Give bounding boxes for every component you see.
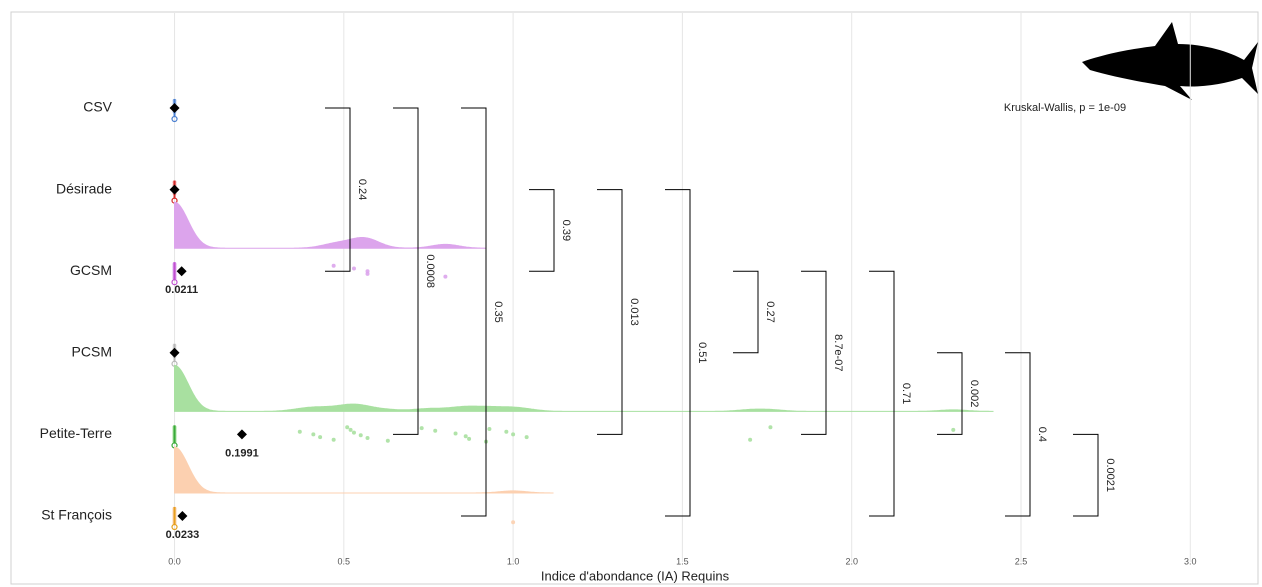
x-axis-label: Indice d'abondance (IA) Requins [541,568,730,583]
x-tick-label: 0.0 [168,556,181,566]
p-value: 0.4 [1036,427,1048,442]
point [511,520,515,524]
x-tick-label: 2.5 [1015,556,1028,566]
x-tick-label: 0.5 [338,556,351,566]
point [366,272,370,276]
point [487,427,491,431]
p-value: 0.39 [560,220,572,241]
point [443,275,447,279]
x-tick-label: 1.0 [507,556,520,566]
p-value: 0.002 [968,380,980,408]
point [298,430,302,434]
point [352,267,356,271]
page: Kruskal-Wallis, p = 1e-09 Indice d'abond… [0,0,1262,587]
point [366,436,370,440]
point [420,426,424,430]
point [318,435,322,439]
point [352,431,356,435]
x-tick-label: 1.5 [676,556,689,566]
p-value: 0.0021 [1104,458,1116,492]
group-label: GCSM [70,262,112,278]
p-value: 0.27 [764,301,776,322]
x-tick-label: 3.0 [1184,556,1197,566]
group-label: CSV [83,99,112,115]
group-label: St François [41,507,112,523]
point [464,434,468,438]
annotation: Kruskal-Wallis, p = 1e-09 [1004,102,1126,114]
p-value: 0.35 [492,301,504,322]
point [454,432,458,436]
p-value: 0.013 [628,298,640,326]
point [332,264,336,268]
p-value: 0.0008 [424,254,436,288]
point [386,439,390,443]
point [525,435,529,439]
group-label: Petite-Terre [40,425,113,441]
point [467,437,471,441]
point [359,433,363,437]
group-label: Désirade [56,180,112,196]
point [951,428,955,432]
x-tick-label: 2.0 [845,556,858,566]
mean-label: 0.0211 [165,284,198,296]
p-value: 0.24 [356,179,368,200]
mean-label: 0.0233 [166,529,200,541]
p-value: 0.51 [696,342,708,363]
point [768,425,772,429]
point [349,428,353,432]
mean-label: 0.1991 [225,447,259,459]
point [332,438,336,442]
chart: Kruskal-Wallis, p = 1e-09 Indice d'abond… [0,0,1262,587]
point [311,432,315,436]
point [748,438,752,442]
p-value: 0.71 [900,383,912,404]
point [504,430,508,434]
group-label: PCSM [72,344,112,360]
p-value: 8.7e-07 [832,334,844,371]
point [433,429,437,433]
point [345,425,349,429]
point [511,432,515,436]
